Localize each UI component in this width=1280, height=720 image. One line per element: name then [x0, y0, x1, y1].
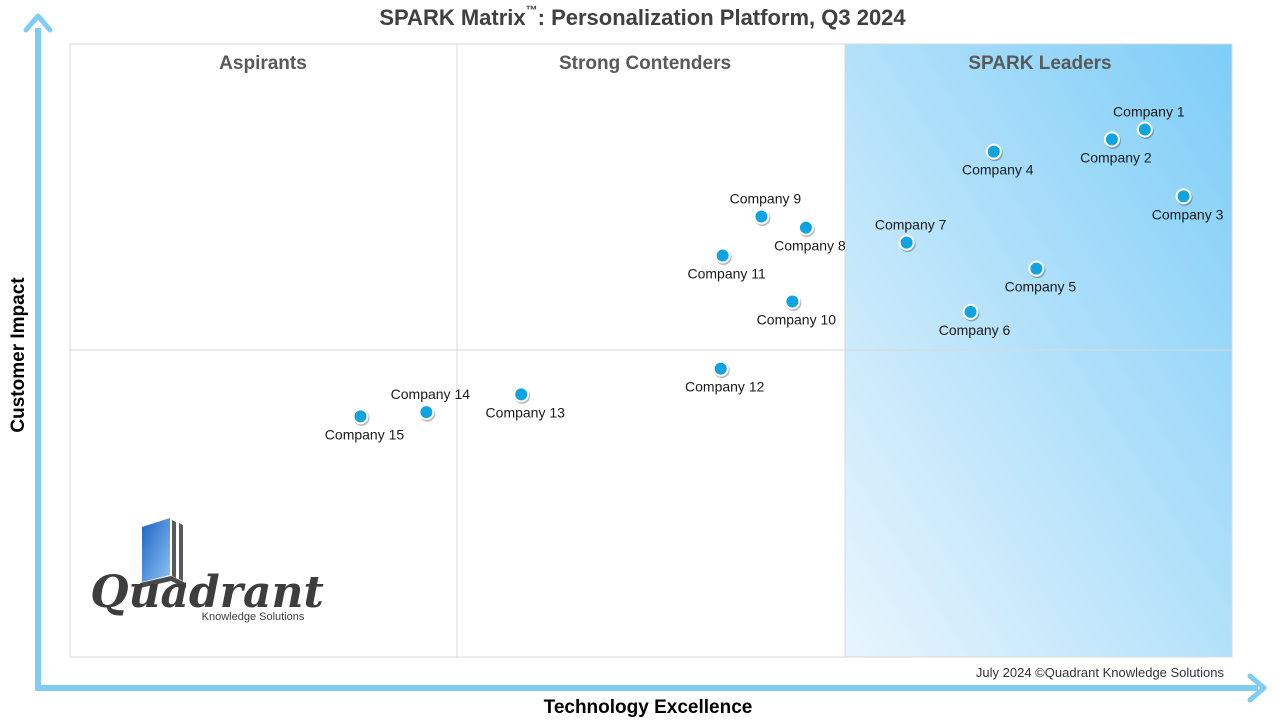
point-marker: [352, 408, 369, 425]
data-point: Company 8: [774, 219, 846, 254]
point-label: Company 8: [774, 238, 846, 254]
point-marker: [712, 360, 729, 377]
point-label: Company 11: [687, 265, 766, 281]
footnote: July 2024 ©Quadrant Knowledge Solutions: [976, 665, 1225, 680]
point-marker: [714, 247, 731, 264]
point-label: Company 7: [875, 217, 947, 233]
quadrant-label-aspirants: Aspirants: [219, 53, 307, 74]
data-point: Company 12: [685, 360, 765, 395]
point-label: Company 3: [1152, 206, 1224, 222]
point-label: Company 13: [486, 404, 566, 420]
quadrant-logo: Quadrant Knowledge Solutions: [90, 518, 324, 623]
point-marker: [513, 386, 530, 403]
point-label: Company 5: [1005, 279, 1077, 295]
logo-tagline: Knowledge Solutions: [202, 611, 305, 623]
point-label: Company 10: [757, 311, 837, 327]
point-label: Company 9: [730, 191, 802, 207]
point-label: Company 12: [685, 379, 765, 395]
data-point: Company 11: [687, 247, 766, 281]
data-point: Company 7: [875, 217, 947, 253]
point-marker: [1175, 188, 1192, 205]
data-point: Company 1: [1113, 104, 1185, 140]
data-point: Company 15: [325, 408, 405, 442]
chart-title: SPARK Matrix™: Personalization Platform,…: [379, 3, 906, 30]
data-point: Company 2: [1080, 131, 1152, 165]
point-label: Company 14: [391, 386, 471, 402]
point-marker: [898, 234, 915, 251]
quadrant-label-strong-contenders: Strong Contenders: [559, 53, 731, 74]
data-point: Company 13: [486, 386, 566, 420]
point-label: Company 15: [325, 426, 405, 442]
x-axis-arrow: [35, 673, 1267, 703]
point-marker: [1028, 260, 1045, 277]
logo-wordmark: Quadrant: [90, 567, 324, 618]
point-marker: [797, 219, 814, 236]
quadrant-label-spark-leaders: SPARK Leaders: [968, 53, 1111, 74]
data-point: Company 6: [939, 303, 1011, 338]
data-point: Company 10: [757, 293, 837, 327]
x-axis-title: Technology Excellence: [544, 697, 753, 718]
logo-book-icon: [142, 518, 170, 582]
point-label: Company 1: [1113, 104, 1185, 120]
point-marker: [753, 208, 770, 225]
data-point: Company 9: [730, 191, 802, 227]
data-point: Company 3: [1152, 188, 1224, 222]
data-point: Company 14: [391, 386, 471, 422]
data-points: Company 1 Company 2 Company 3 Company 4 Comp…: [325, 104, 1224, 443]
y-axis-title: Customer Impact: [8, 277, 29, 433]
point-label: Company 4: [962, 162, 1034, 178]
point-marker: [418, 404, 435, 421]
point-label: Company 2: [1080, 149, 1152, 165]
data-point: Company 5: [1005, 260, 1077, 295]
point-marker: [1136, 121, 1153, 138]
data-point: Company 4: [962, 143, 1034, 178]
point-marker: [784, 293, 801, 310]
point-label: Company 6: [939, 322, 1011, 338]
point-marker: [1103, 131, 1120, 148]
y-axis-arrow: [23, 13, 53, 688]
point-marker: [985, 143, 1002, 160]
point-marker: [962, 303, 979, 320]
